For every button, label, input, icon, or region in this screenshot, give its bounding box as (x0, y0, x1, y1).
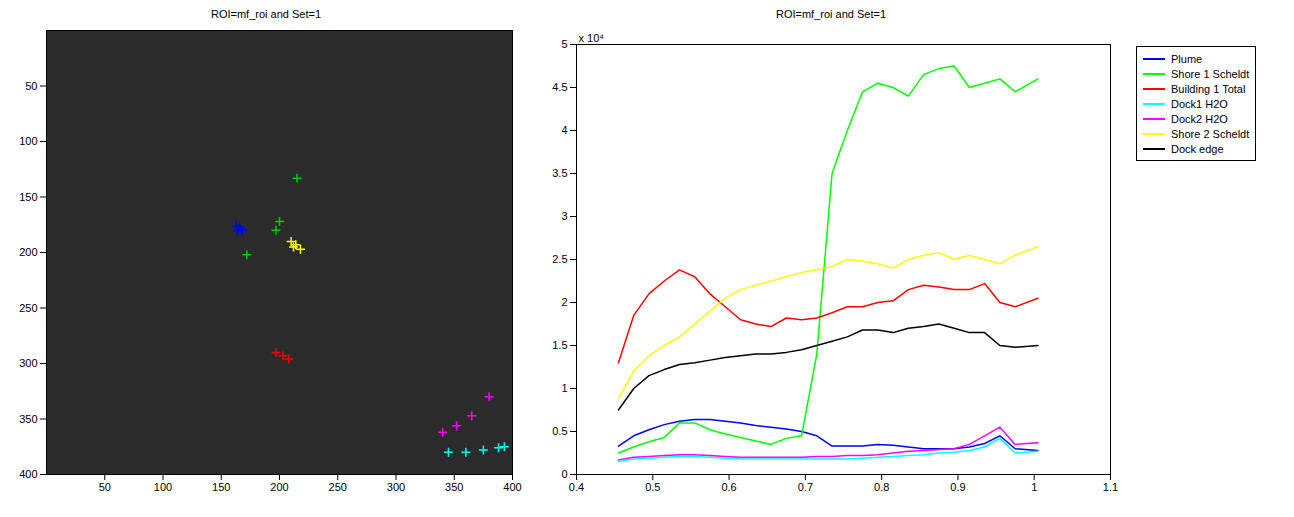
svg-text:400: 400 (503, 481, 521, 493)
html-text:ROI=mf_roi and Set=1: ROI=mf_roi and Set=1 (776, 8, 886, 20)
svg-text:300: 300 (387, 481, 405, 493)
svg-text:0: 0 (561, 468, 567, 480)
html-text:Dock1 H2O: Dock1 H2O (1171, 97, 1228, 110)
html-text:Dock2 H2O: Dock2 H2O (1171, 112, 1228, 125)
svg-text:2: 2 (561, 296, 567, 308)
html-text:ROI=mf_roi and Set=1: ROI=mf_roi and Set=1 (211, 8, 321, 20)
svg-text:300: 300 (19, 357, 37, 369)
svg-text:3.5: 3.5 (552, 167, 567, 179)
svg-text:1.5: 1.5 (552, 339, 567, 351)
svg-text:0.6: 0.6 (721, 481, 736, 493)
svg-text:0.8: 0.8 (874, 481, 889, 493)
svg-text:350: 350 (445, 481, 463, 493)
svg-text:250: 250 (329, 481, 347, 493)
svg-text:350: 350 (19, 413, 37, 425)
svg-text:4: 4 (561, 124, 567, 136)
svg-text:50: 50 (99, 481, 111, 493)
svg-text:0.4: 0.4 (569, 481, 584, 493)
svg-text:2.5: 2.5 (552, 253, 567, 265)
svg-text:100: 100 (154, 481, 172, 493)
svg-text:400: 400 (19, 468, 37, 480)
svg-text:50: 50 (25, 80, 37, 92)
svg-text:200: 200 (270, 481, 288, 493)
svg-text:3: 3 (561, 210, 567, 222)
svg-text:x 10⁴: x 10⁴ (579, 32, 605, 44)
svg-text:250: 250 (19, 302, 37, 314)
html-text:Dock edge: Dock edge (1171, 142, 1224, 155)
html-text:Shore 1 Scheldt: Shore 1 Scheldt (1171, 67, 1250, 80)
svg-text:0.5: 0.5 (645, 481, 660, 493)
svg-text:1.1: 1.1 (1103, 481, 1118, 493)
svg-text:4.5: 4.5 (552, 81, 567, 93)
svg-text:150: 150 (19, 191, 37, 203)
svg-text:200: 200 (19, 246, 37, 258)
svg-text:150: 150 (212, 481, 230, 493)
html-text:Shore 2 Scheldt: Shore 2 Scheldt (1171, 127, 1250, 140)
svg-text:0.7: 0.7 (798, 481, 813, 493)
svg-text:1: 1 (561, 382, 567, 394)
svg-text:100: 100 (19, 135, 37, 147)
svg-text:0.9: 0.9 (950, 481, 965, 493)
svg-text:1: 1 (1031, 481, 1037, 493)
svg-text:5: 5 (561, 38, 567, 50)
html-text:Building 1 Total: Building 1 Total (1171, 82, 1246, 95)
html-text:Plume: Plume (1171, 52, 1203, 65)
svg-text:0.5: 0.5 (552, 425, 567, 437)
